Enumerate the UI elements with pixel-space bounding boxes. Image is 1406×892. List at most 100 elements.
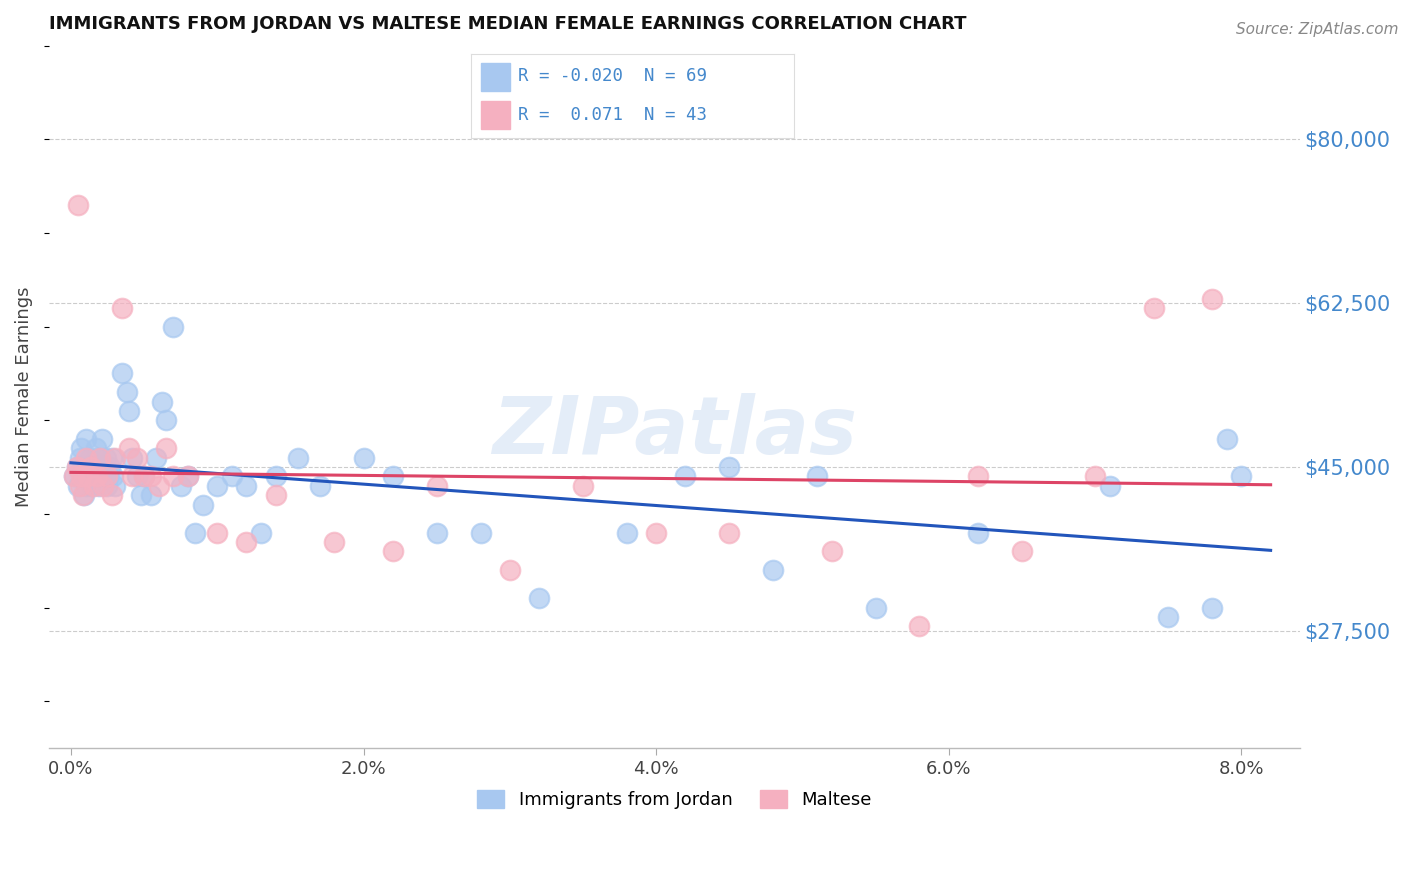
Point [125, 469, 148, 483]
Point [80, 479, 103, 493]
Point [91, 460, 114, 475]
Point [1142, 301, 1164, 315]
Point [616, 525, 638, 540]
Point [91, 479, 114, 493]
Point [103, 469, 125, 483]
Point [821, 544, 844, 558]
Point [132, 469, 155, 483]
Point [89, 450, 111, 465]
Point [75, 432, 97, 446]
Point [84, 442, 107, 456]
Point [527, 591, 550, 606]
Point [250, 525, 273, 540]
Point [66, 460, 89, 475]
Point [104, 450, 127, 465]
Point [80, 460, 103, 475]
Point [101, 488, 124, 502]
Text: Source: ZipAtlas.com: Source: ZipAtlas.com [1236, 22, 1399, 37]
Point [118, 442, 141, 456]
Point [141, 469, 163, 483]
Point [79, 450, 101, 465]
Point [125, 450, 148, 465]
Point [96, 479, 118, 493]
Point [177, 469, 200, 483]
Point [115, 385, 138, 400]
Point [141, 488, 163, 502]
Point [150, 394, 173, 409]
Point [86, 469, 108, 483]
Text: R =  0.071  N = 43: R = 0.071 N = 43 [517, 105, 707, 123]
Point [121, 450, 143, 465]
Point [162, 319, 184, 334]
Point [63, 469, 86, 483]
Point [104, 479, 127, 493]
Point [205, 525, 228, 540]
Y-axis label: Median Female Earnings: Median Female Earnings [15, 286, 32, 507]
Point [90, 432, 112, 446]
Text: ZIPatlas: ZIPatlas [492, 393, 856, 471]
Point [86, 450, 108, 465]
Point [1216, 432, 1239, 446]
Point [118, 404, 141, 418]
Point [76, 460, 98, 475]
Point [94, 450, 117, 465]
Point [184, 525, 207, 540]
Point [235, 535, 257, 549]
Point [308, 479, 330, 493]
Point [73, 488, 96, 502]
Point [155, 442, 177, 456]
Point [111, 367, 134, 381]
Point [75, 450, 97, 465]
Point [323, 535, 346, 549]
Point [718, 460, 741, 475]
Bar [481, 62, 510, 91]
Point [101, 450, 124, 465]
Point [155, 413, 177, 427]
Bar [481, 101, 510, 129]
Point [111, 301, 134, 315]
Point [83, 479, 105, 493]
Point [96, 469, 118, 483]
Point [1230, 469, 1253, 483]
Point [162, 469, 184, 483]
Point [718, 525, 741, 540]
Point [93, 469, 115, 483]
Point [908, 619, 931, 633]
Point [426, 479, 449, 493]
Point [572, 479, 595, 493]
Point [67, 479, 90, 493]
Point [967, 469, 990, 483]
Point [426, 525, 449, 540]
Point [69, 450, 91, 465]
Point [97, 469, 120, 483]
Point [221, 469, 243, 483]
Point [129, 488, 152, 502]
Point [148, 479, 170, 493]
Point [66, 460, 89, 475]
Point [67, 198, 90, 212]
Legend: Immigrants from Jordan, Maltese: Immigrants from Jordan, Maltese [470, 782, 879, 816]
Point [287, 450, 309, 465]
Point [132, 469, 155, 483]
Point [1011, 544, 1033, 558]
Point [264, 469, 287, 483]
Point [72, 469, 94, 483]
Point [381, 469, 404, 483]
Point [121, 469, 143, 483]
Point [967, 525, 990, 540]
Point [89, 469, 111, 483]
Point [762, 563, 785, 577]
Point [381, 544, 404, 558]
Point [83, 469, 105, 483]
Point [100, 460, 122, 475]
Point [1201, 292, 1223, 306]
Point [1084, 469, 1107, 483]
Point [63, 469, 86, 483]
Point [499, 563, 522, 577]
Point [87, 479, 110, 493]
Text: R = -0.020  N = 69: R = -0.020 N = 69 [517, 68, 707, 86]
Point [177, 469, 200, 483]
Point [865, 600, 887, 615]
Point [77, 469, 100, 483]
Point [353, 450, 375, 465]
